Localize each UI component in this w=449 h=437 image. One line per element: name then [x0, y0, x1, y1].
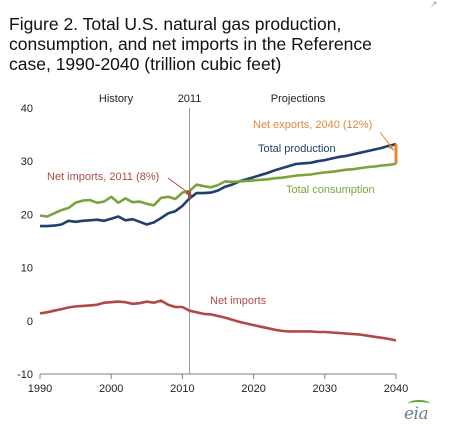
x-tick-label: 2030	[313, 383, 337, 395]
y-tick-label: 30	[21, 156, 33, 168]
annotation-net-imports-2011: Net imports, 2011 (8%)	[47, 171, 159, 183]
eia-logo: eia	[404, 404, 429, 424]
eia-logo-swoosh	[408, 400, 430, 408]
title-line-1: Figure 2. Total U.S. natural gas product…	[9, 14, 342, 34]
divider-year-label: 2011	[178, 93, 202, 105]
chart-title: Figure 2. Total U.S. natural gas product…	[9, 14, 429, 74]
projections-label: Projections	[271, 93, 326, 105]
series-label-total-consumption: Total consumption	[286, 184, 375, 196]
title-line-2: consumption, and net imports in the Refe…	[9, 34, 372, 54]
annotation-net-exports-2040: Net exports, 2040 (12%)	[253, 119, 372, 131]
series-label-net-imports: Net imports	[210, 295, 267, 307]
series-line-net-imports	[39, 299, 397, 342]
x-tick-label: 2040	[384, 383, 408, 395]
x-tick-label: 2020	[241, 383, 265, 395]
x-tick-label: 2000	[99, 383, 123, 395]
x-tick-label: 2010	[170, 383, 194, 395]
series-label-total-production: Total production	[258, 143, 336, 155]
y-tick-label: 0	[27, 316, 33, 328]
y-tick-label: 20	[21, 209, 33, 221]
annotation-net-exports-2040-arrowhead	[388, 144, 394, 151]
series-line-total-production	[40, 142, 397, 228]
y-tick-label: 40	[21, 103, 33, 115]
x-tick-label: 1990	[28, 383, 52, 395]
expand-icon[interactable]: ↗	[430, 0, 438, 10]
series-line-total-consumption	[39, 162, 397, 218]
y-tick-label: -10	[17, 369, 33, 381]
y-tick-label: 10	[21, 263, 33, 275]
history-label: History	[99, 93, 134, 105]
title-line-3: case, 1990-2040 (trillion cubic feet)	[9, 54, 282, 74]
